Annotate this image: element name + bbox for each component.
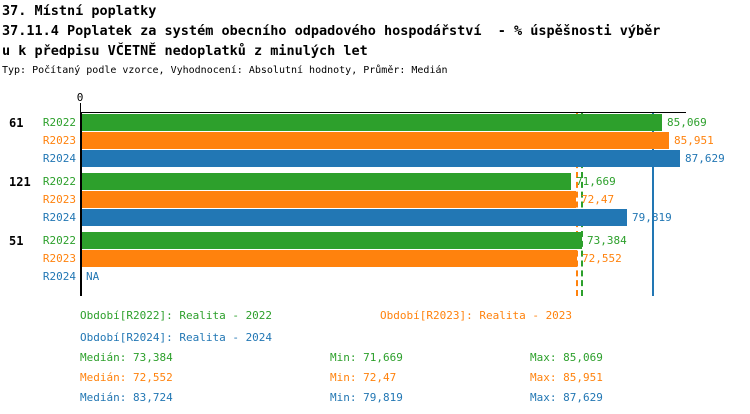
- row-label-r2022: R2022: [42, 234, 76, 247]
- bar-value-label: 71,669: [576, 175, 616, 188]
- stat-median-r2024: Medián: 83,724: [80, 391, 173, 404]
- x-axis-zero-label: 0: [76, 91, 84, 104]
- stat-min-r2023: Min: 72,47: [330, 371, 397, 384]
- chart-title-line2: u k předpisu VČETNĚ nedoplatků z minulýc…: [2, 43, 368, 59]
- x-axis-zero-tick: [80, 103, 81, 112]
- stat-min-r2022: Min: 71,669: [330, 351, 403, 364]
- bar-r2022: [82, 232, 582, 249]
- median-line-r2023: [576, 113, 578, 296]
- bar-value-label: 72,552: [582, 252, 622, 265]
- row-label-r2024: R2024: [42, 270, 76, 283]
- legend-item-r2022: Období[R2022]: Realita - 2022: [80, 309, 273, 322]
- group-label: 61: [9, 116, 24, 130]
- median-line-r2022: [581, 113, 583, 296]
- bar-r2022: [82, 114, 662, 131]
- bar-value-label: 72,47: [581, 193, 615, 206]
- row-label-r2024: R2024: [42, 152, 76, 165]
- stat-max-r2022: Max: 85,069: [530, 351, 603, 364]
- stat-median-r2022: Medián: 73,384: [80, 351, 173, 364]
- bar-r2024: [82, 209, 627, 226]
- bar-value-label: 73,384: [587, 234, 627, 247]
- group-label: 121: [9, 175, 31, 189]
- chart-title-line1: 37.11.4 Poplatek za systém obecního odpa…: [2, 23, 661, 39]
- stat-max-r2023: Max: 85,951: [530, 371, 603, 384]
- row-label-r2022: R2022: [42, 175, 76, 188]
- bar-value-label: 85,069: [667, 116, 707, 129]
- bar-value-label: 79,819: [632, 211, 672, 224]
- bar-value-label: 85,951: [674, 134, 714, 147]
- bar-r2023: [82, 132, 669, 149]
- row-label-r2023: R2023: [42, 134, 76, 147]
- bar-na-label: NA: [86, 270, 100, 283]
- stat-median-r2023: Medián: 72,552: [80, 371, 173, 384]
- stat-max-r2024: Max: 87,629: [530, 391, 603, 404]
- legend-item-r2024: Období[R2024]: Realita - 2024: [80, 331, 273, 344]
- chart-meta-line: Typ: Počítaný podle vzorce, Vyhodnocení:…: [2, 65, 448, 76]
- bar-r2023: [82, 250, 577, 267]
- report-section-title: 37. Místní poplatky: [2, 3, 157, 19]
- row-label-r2023: R2023: [42, 252, 76, 265]
- median-line-r2024: [652, 113, 654, 296]
- group-label: 51: [9, 234, 24, 248]
- stat-min-r2024: Min: 79,819: [330, 391, 403, 404]
- x-axis-top-line: [80, 112, 686, 113]
- legend-item-r2023: Období[R2023]: Realita - 2023: [380, 309, 573, 322]
- row-label-r2022: R2022: [42, 116, 76, 129]
- y-axis-line: [80, 112, 82, 296]
- bar-r2022: [82, 173, 571, 190]
- bar-value-label: 87,629: [685, 152, 725, 165]
- bar-r2023: [82, 191, 576, 208]
- row-label-r2023: R2023: [42, 193, 76, 206]
- bar-chart: 0 61 R2022 85,069 R2023 85,951 R2024 87,629 121 R…: [9, 91, 725, 296]
- row-label-r2024: R2024: [42, 211, 76, 224]
- bar-r2024: [82, 150, 680, 167]
